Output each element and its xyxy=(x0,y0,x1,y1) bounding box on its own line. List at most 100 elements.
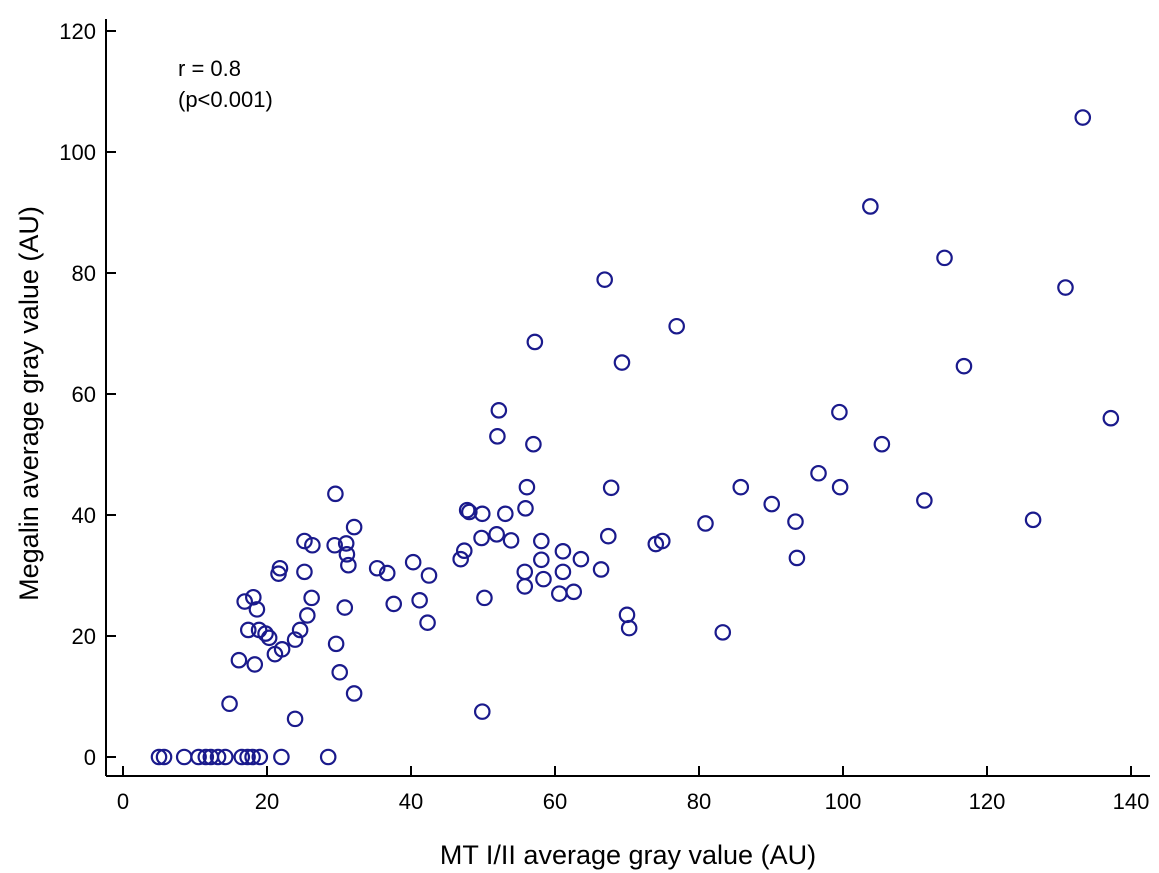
data-point xyxy=(236,593,253,610)
data-point xyxy=(525,435,542,453)
data-point xyxy=(209,748,227,766)
data-point xyxy=(327,635,345,653)
data-point xyxy=(533,551,550,569)
data-point xyxy=(190,748,207,766)
data-point xyxy=(461,503,478,521)
data-point xyxy=(458,501,476,519)
data-point xyxy=(336,599,354,616)
x-tick-label: 100 xyxy=(825,789,862,814)
data-point xyxy=(488,526,505,543)
data-point xyxy=(955,357,973,375)
data-point xyxy=(221,695,238,713)
y-ticks: 0 20 40 60 80 100 120 xyxy=(59,19,116,770)
y-tick-label: 100 xyxy=(59,140,96,165)
data-point xyxy=(452,550,469,568)
data-point xyxy=(260,629,278,647)
data-point xyxy=(155,748,173,766)
data-point xyxy=(337,535,355,552)
data-point xyxy=(831,403,848,421)
x-tick-label: 40 xyxy=(399,789,423,814)
x-axis-title: MT I/II average gray value (AU) xyxy=(440,840,816,870)
data-point xyxy=(345,518,363,536)
data-point xyxy=(455,542,473,559)
correlation-annotation: r = 0.8 xyxy=(178,56,241,81)
data-point xyxy=(230,651,248,669)
data-point xyxy=(476,589,493,607)
x-tick-label: 60 xyxy=(543,789,567,814)
data-point xyxy=(216,748,234,766)
data-point xyxy=(533,532,550,550)
axes xyxy=(105,19,1150,777)
data-point xyxy=(697,515,714,532)
y-tick-label: 60 xyxy=(72,382,96,407)
data-point xyxy=(862,198,879,215)
data-point xyxy=(516,578,534,595)
data-point xyxy=(497,505,514,523)
data-point xyxy=(554,563,572,581)
data-point xyxy=(299,607,316,624)
data-point xyxy=(411,592,428,609)
data-point xyxy=(788,549,806,567)
data-point xyxy=(565,583,583,601)
data-point xyxy=(473,529,490,547)
x-tick-label: 0 xyxy=(117,789,129,814)
data-point xyxy=(535,570,552,588)
data-point xyxy=(473,505,491,523)
data-point xyxy=(286,710,304,728)
data-point xyxy=(273,748,290,766)
data-point xyxy=(714,624,732,641)
data-point xyxy=(502,532,520,549)
y-tick-label: 80 xyxy=(72,261,96,286)
data-point xyxy=(239,621,257,639)
data-point xyxy=(419,614,436,631)
data-point xyxy=(197,748,215,766)
data-point xyxy=(810,464,827,482)
data-point xyxy=(378,564,396,582)
data-point xyxy=(490,402,508,419)
data-point xyxy=(787,513,804,530)
data-point xyxy=(291,621,309,639)
data-point xyxy=(340,556,357,574)
data-point xyxy=(551,585,568,602)
data-point xyxy=(150,748,168,766)
data-point xyxy=(404,553,422,571)
data-point xyxy=(331,663,349,681)
data-point xyxy=(273,641,291,658)
y-tick-label: 20 xyxy=(72,624,96,649)
x-tick-label: 20 xyxy=(255,789,279,814)
data-point xyxy=(489,428,506,445)
data-point xyxy=(763,495,781,513)
data-points xyxy=(150,109,1120,766)
y-tick-label: 0 xyxy=(84,745,96,770)
data-point xyxy=(526,333,544,351)
data-point xyxy=(1074,109,1092,126)
data-point xyxy=(326,536,343,554)
data-point xyxy=(304,536,321,554)
data-point xyxy=(233,748,251,766)
data-point xyxy=(592,561,610,578)
x-ticks: 0 20 40 60 80 100 120 140 xyxy=(117,766,1149,814)
data-point xyxy=(572,550,590,568)
y-axis-title: Megalin average gray value (AU) xyxy=(14,206,44,601)
data-point xyxy=(620,619,638,637)
x-tick-label: 140 xyxy=(1113,789,1150,814)
data-point xyxy=(175,748,193,766)
data-point xyxy=(668,317,685,335)
data-point xyxy=(517,500,534,517)
data-point xyxy=(303,589,320,607)
x-tick-label: 80 xyxy=(687,789,711,814)
data-point xyxy=(296,532,313,550)
data-point xyxy=(244,748,261,766)
data-point xyxy=(1024,511,1042,529)
data-point xyxy=(618,606,636,624)
data-point xyxy=(246,656,264,673)
data-point xyxy=(368,559,386,577)
y-tick-label: 40 xyxy=(72,503,96,528)
data-point xyxy=(516,563,534,581)
data-point xyxy=(385,595,403,613)
data-point xyxy=(271,559,289,577)
data-point xyxy=(248,601,266,618)
data-point xyxy=(257,625,274,642)
p-value-annotation: (p<0.001) xyxy=(178,87,273,112)
data-point xyxy=(602,479,620,497)
